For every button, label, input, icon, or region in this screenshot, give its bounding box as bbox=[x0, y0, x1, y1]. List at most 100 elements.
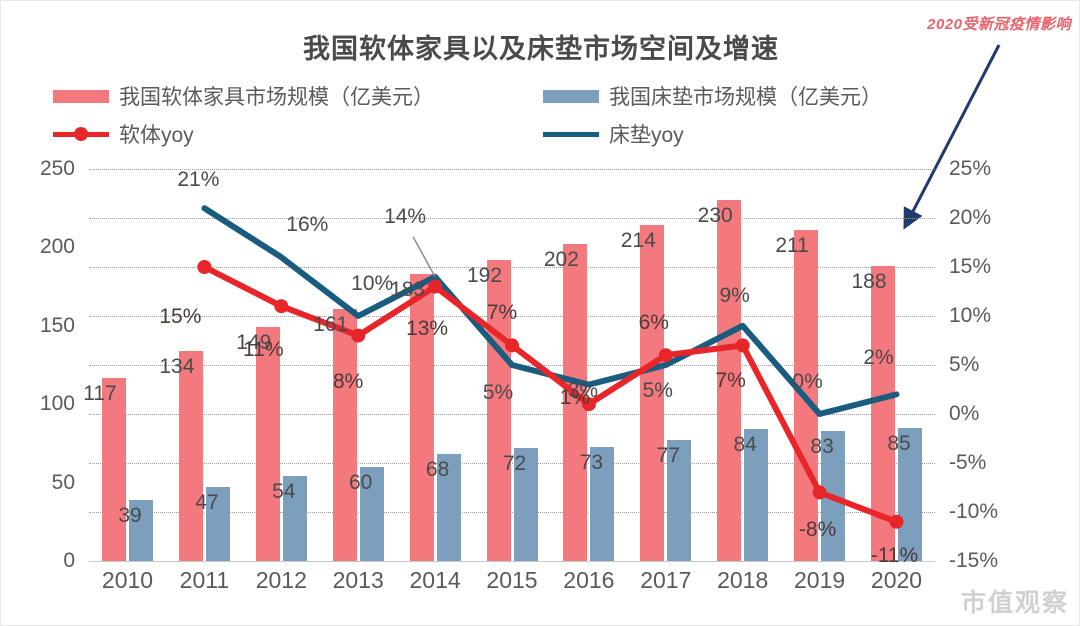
x-axis-tick-2019: 2019 bbox=[794, 567, 846, 593]
page-title: 我国软体家具以及床垫市场空间及增速 bbox=[303, 34, 779, 64]
value-label-soft-furniture: 192 bbox=[466, 263, 503, 287]
bar-soft-furniture[interactable] bbox=[409, 274, 434, 561]
watermark: 市值观察 bbox=[960, 589, 1069, 617]
data-point-soft-yoy[interactable] bbox=[581, 397, 596, 412]
bar-group bbox=[717, 169, 769, 561]
plot-area: 117 39 134 47 149 54 161 60 183 68 192 72 202 73 214 77… bbox=[83, 168, 935, 567]
bar-mattress[interactable] bbox=[205, 487, 230, 561]
leader-line-2014 bbox=[412, 236, 436, 278]
value-label-soft-furniture: 214 bbox=[620, 229, 656, 253]
gridline bbox=[89, 267, 935, 268]
bar-soft-furniture[interactable] bbox=[640, 225, 665, 561]
bar-mattress[interactable] bbox=[744, 429, 769, 561]
value-label-soft-furniture: 202 bbox=[543, 248, 579, 272]
value-label-mattress: 72 bbox=[502, 452, 527, 476]
bar-group bbox=[102, 169, 153, 561]
x-axis-tick-2013: 2013 bbox=[332, 567, 384, 593]
yoy-label-mattress: 2% bbox=[863, 346, 894, 370]
gridline bbox=[89, 463, 935, 464]
legend-item-mattress-bar[interactable]: 我国床垫市场规模（亿美元） bbox=[543, 81, 882, 111]
yoy-label-soft-furniture: 1% bbox=[559, 386, 591, 410]
bar-mattress[interactable] bbox=[436, 454, 461, 561]
value-label-soft-furniture: 188 bbox=[851, 270, 887, 294]
bar-soft-furniture[interactable] bbox=[486, 259, 511, 561]
value-label-mattress: 47 bbox=[195, 491, 219, 515]
data-point-soft-yoy[interactable] bbox=[889, 514, 904, 529]
bar-soft-furniture[interactable] bbox=[102, 377, 126, 561]
legend-label-soft-furniture: 我国软体家具市场规模（亿美元） bbox=[119, 86, 434, 109]
yoy-label-soft-furniture: 8% bbox=[333, 369, 364, 393]
data-point-soft-yoy[interactable] bbox=[658, 348, 673, 363]
value-label-mattress: 54 bbox=[272, 480, 296, 504]
data-point-soft-yoy[interactable] bbox=[505, 338, 519, 353]
x-axis-tick-2016: 2016 bbox=[563, 567, 615, 593]
x-axis-tick-2012: 2012 bbox=[255, 567, 307, 593]
bar-soft-furniture[interactable] bbox=[332, 308, 357, 561]
value-label-mattress: 39 bbox=[118, 503, 142, 527]
legend-swatch-mattress bbox=[543, 89, 599, 103]
legend-item-soft-yoy-line[interactable]: 软体yoy bbox=[53, 119, 194, 149]
bar-mattress[interactable] bbox=[590, 446, 615, 561]
legend-item-mattress-yoy-line[interactable]: 床垫yoy bbox=[543, 119, 684, 149]
legend-item-soft-furniture-bar[interactable]: 我国软体家具市场规模（亿美元） bbox=[53, 81, 434, 111]
x-axis-tick-2014: 2014 bbox=[409, 567, 461, 593]
bar-soft-furniture[interactable] bbox=[717, 200, 742, 561]
value-label-soft-furniture: 134 bbox=[159, 354, 195, 378]
data-point-soft-yoy[interactable] bbox=[812, 485, 827, 500]
bar-soft-furniture[interactable] bbox=[255, 327, 280, 561]
y-axis-left-tick: 250 bbox=[39, 157, 75, 180]
bar-mattress[interactable] bbox=[667, 440, 692, 561]
gridline bbox=[89, 414, 935, 415]
bar-mattress[interactable] bbox=[129, 499, 153, 561]
bar-mattress[interactable] bbox=[359, 466, 384, 561]
y-axis-right-tick: -5% bbox=[949, 451, 987, 474]
yoy-label-soft-furniture: 7% bbox=[715, 369, 746, 393]
yoy-label-mattress: 16% bbox=[286, 213, 329, 237]
yoy-label-soft-furniture: 6% bbox=[638, 311, 669, 335]
bar-mattress[interactable] bbox=[513, 448, 538, 561]
gridline bbox=[89, 218, 935, 219]
data-point-soft-yoy[interactable] bbox=[428, 279, 443, 294]
lines-layer bbox=[197, 205, 904, 529]
yoy-label-mattress: 3% bbox=[567, 378, 599, 402]
data-point-soft-yoy[interactable] bbox=[351, 328, 366, 343]
y-axis-right-tick: 25% bbox=[949, 157, 992, 180]
x-axis-tick-2020: 2020 bbox=[870, 567, 923, 593]
gridline bbox=[89, 316, 935, 317]
x-axis: 2010 2011 2012 2013 2014 2015 2016 2017 2018 2019… bbox=[89, 567, 935, 603]
legend-swatch-soft-yoy bbox=[53, 127, 109, 141]
value-label-mattress: 68 bbox=[425, 458, 450, 482]
y-axis-right-tick: 15% bbox=[949, 255, 992, 278]
value-label-mattress: 60 bbox=[349, 470, 373, 494]
bar-group bbox=[640, 169, 692, 561]
yoy-label-mattress: 0% bbox=[792, 370, 823, 393]
legend-label-mattress-yoy: 床垫yoy bbox=[609, 124, 684, 147]
y-axis-left-tick: 0 bbox=[63, 549, 75, 572]
data-point-soft-yoy[interactable] bbox=[274, 299, 289, 314]
x-axis-tick-2011: 2011 bbox=[179, 567, 230, 593]
yoy-label-soft-furniture: 13% bbox=[406, 316, 449, 340]
legend: 我国软体家具市场规模（亿美元） 我国床垫市场规模（亿美元） 软体yoy 床垫yo… bbox=[53, 81, 953, 153]
x-axis-tick-2010: 2010 bbox=[101, 567, 154, 593]
yoy-label-soft-furniture: -8% bbox=[798, 518, 837, 542]
bar-mattress[interactable] bbox=[898, 427, 922, 561]
bar-soft-furniture[interactable] bbox=[178, 350, 203, 561]
gridline bbox=[89, 169, 935, 170]
yoy-label-soft-furniture: -11% bbox=[870, 543, 919, 567]
value-label-mattress: 85 bbox=[887, 431, 911, 455]
x-axis-tick-2017: 2017 bbox=[640, 567, 692, 593]
y-axis-left-tick: 200 bbox=[39, 235, 75, 259]
y-axis-right-tick: 10% bbox=[949, 304, 992, 327]
legend-swatch-mattress-yoy bbox=[543, 127, 599, 141]
x-axis-tick-2015: 2015 bbox=[486, 567, 538, 593]
bar-group bbox=[255, 169, 307, 561]
y-axis-left-tick: 50 bbox=[51, 470, 75, 494]
bar-mattress[interactable] bbox=[282, 476, 307, 561]
data-point-soft-yoy[interactable] bbox=[735, 338, 750, 353]
bar-group bbox=[178, 169, 230, 561]
yoy-label-mattress: 5% bbox=[482, 381, 514, 404]
data-point-soft-yoy[interactable] bbox=[197, 260, 212, 274]
x-axis-tick-2018: 2018 bbox=[717, 567, 769, 593]
yoy-label-mattress: 14% bbox=[384, 204, 427, 228]
